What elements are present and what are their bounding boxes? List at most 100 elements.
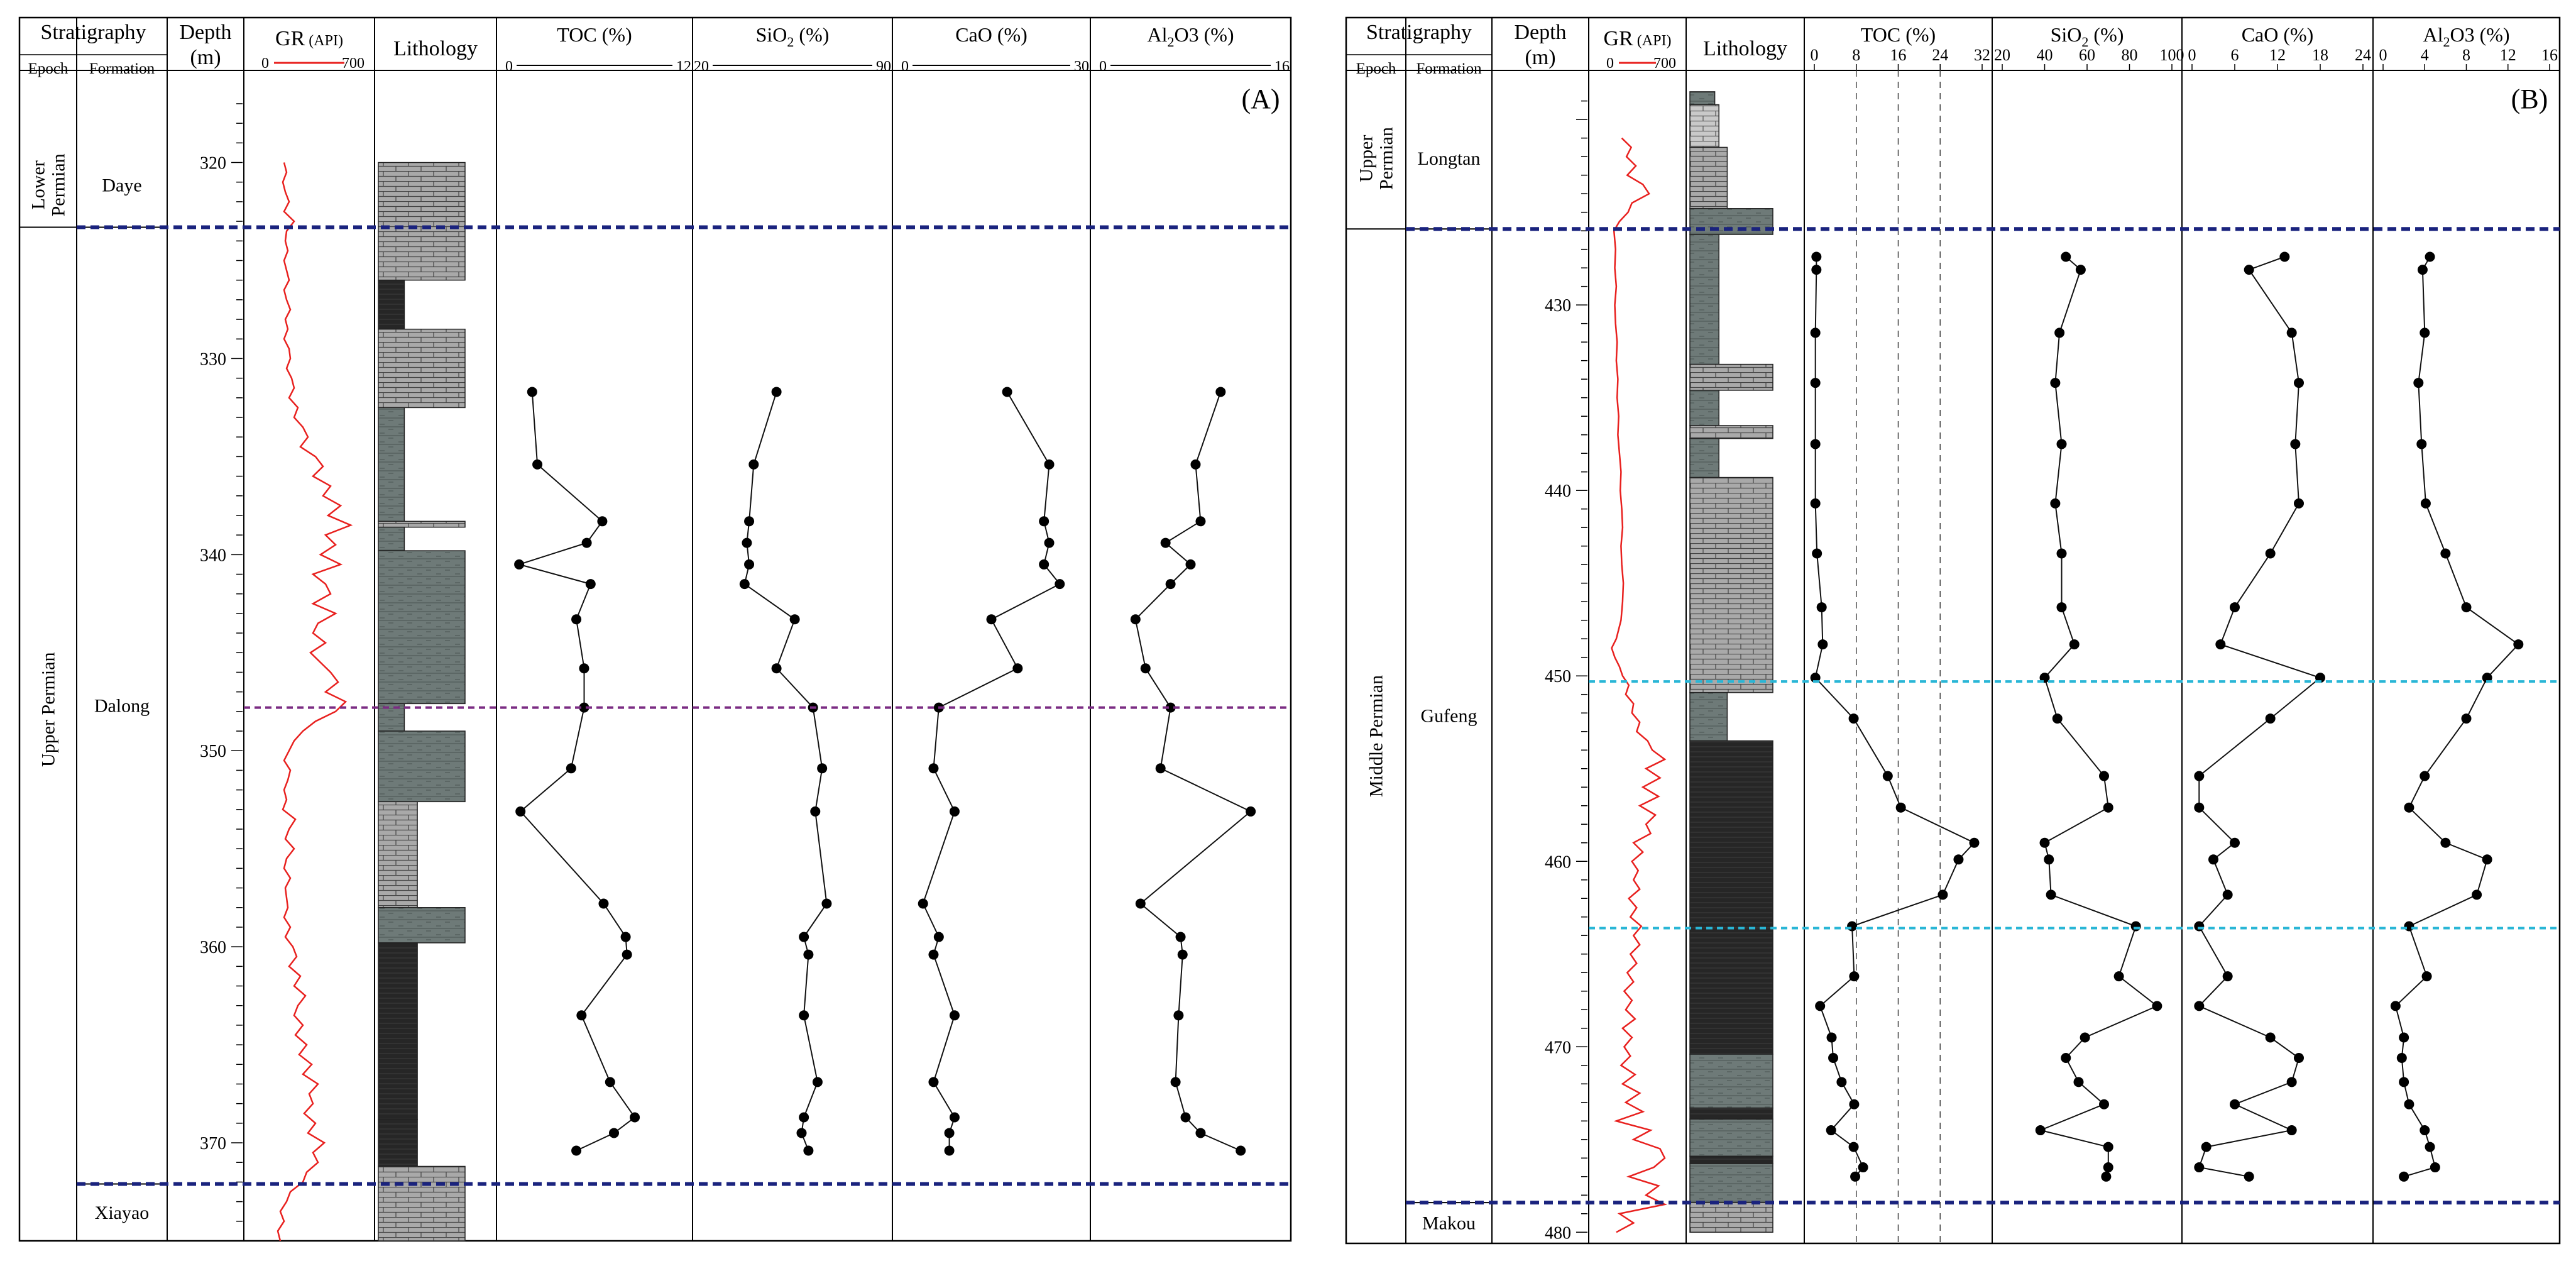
series-point-SiO2 [799,932,809,942]
series-point-TOC [1815,1001,1826,1011]
series-point-CaO [986,614,997,625]
series-axis-tick-label: 60 [2079,46,2095,64]
series-point-Al2O3 [2421,971,2432,982]
lithology-interval-mudstone [378,526,405,551]
series-point-Al2O3 [2430,1162,2440,1173]
series-point-SiO2 [2061,1052,2071,1063]
series-title-subscript: 2 [787,34,794,50]
series-point-SiO2 [771,663,782,674]
series-point-Al2O3 [2513,639,2524,650]
series-point-SiO2 [799,1112,809,1123]
series-point-SiO2 [817,763,828,774]
series-title-CaO: CaO (%) [955,23,1028,46]
series-point-SiO2 [2061,251,2071,262]
header-lithology: Lithology [1703,37,1787,60]
series-point-CaO [2265,713,2276,724]
series-point-CaO [2194,771,2205,781]
series-point-CaO [2294,498,2304,509]
epoch-label-line: Upper Permian [38,652,59,767]
formation-label: Dalong [94,696,150,717]
series-point-TOC [571,614,582,625]
depth-tick-label: 460 [1545,852,1571,872]
header-depth: Depth [1514,21,1566,44]
lithology-interval-mudstone [1689,1118,1773,1157]
depth-tick-label: 470 [1545,1038,1571,1057]
series-point-TOC [1826,1032,1837,1043]
lithology-interval-shale [378,279,405,330]
series-point-TOC [514,559,525,570]
epoch-label: Upper Permian [38,652,59,767]
series-line-TOC [1814,256,1976,1177]
series-point-TOC [1828,1052,1839,1063]
series-point-SiO2 [799,1010,809,1021]
series-point-SiO2 [810,806,821,817]
series-point-Al2O3 [1195,516,1206,527]
series-point-CaO [2244,1171,2254,1182]
header-epoch: Epoch [28,60,69,77]
series-point-TOC [1816,602,1827,613]
depth-tick-label: 440 [1545,482,1571,501]
epoch-label: UpperPermian [1356,127,1397,190]
series-point-SiO2 [2080,1032,2090,1043]
series-point-TOC [597,516,608,527]
lithology-interval-limestone [378,520,466,528]
series-line-Al2O3 [1134,392,1252,1152]
series-point-TOC [1858,1162,1868,1173]
series-title-main: CaO (%) [955,23,1028,46]
series-point-Al2O3 [1175,932,1186,942]
series-point-SiO2 [2052,713,2063,724]
series-point-CaO [944,1145,955,1156]
depth-tick-label: 350 [200,742,226,761]
panel-label: (A) [1241,84,1280,114]
header-depth-unit: (m) [190,46,221,69]
depth-tick-label: 340 [200,546,226,565]
series-point-CaO [1012,663,1023,674]
series-point-TOC [1836,1077,1847,1087]
series-axis-tick-label: 32 [1974,46,1990,64]
series-point-Al2O3 [1160,537,1171,548]
depth-tick-label: 360 [200,938,226,957]
series-point-CaO [2265,548,2276,559]
series-axis-tick-label: 0 [1811,46,1819,64]
series-point-Al2O3 [2399,1171,2409,1182]
series-scale-min: 20 [694,58,709,75]
series-point-TOC [566,763,576,774]
panel-A: Stratigraphy Epoch Formation Depth(m) GR (API… [18,16,1292,1242]
header-gr-unit: (API) [309,33,343,49]
header-gr-title: GR [275,27,305,50]
gr-scale-min: 0 [261,55,269,72]
lithology-interval-limestone [378,1165,466,1241]
series-title-tail: (%) [2088,23,2124,46]
formation-label: Xiayao [95,1203,150,1223]
series-point-Al2O3 [1140,663,1151,674]
series-point-CaO [2222,889,2233,900]
series-point-TOC [571,1145,582,1156]
series-point-TOC [1848,713,1859,724]
series-point-Al2O3 [2390,1001,2401,1011]
series-title-TOC: TOC (%) [1861,23,1936,46]
series-point-CaO [2194,802,2205,813]
series-point-Al2O3 [2420,1125,2430,1136]
depth-tick-label: 320 [200,154,226,173]
series-point-CaO [2222,971,2233,982]
series-point-Al2O3 [2461,602,2472,613]
series-line-Al2O3 [2394,256,2519,1177]
series-point-CaO [2279,251,2290,262]
series-point-SiO2 [2075,265,2086,275]
series-point-SiO2 [744,516,755,527]
series-point-SiO2 [2101,1171,2112,1182]
series-point-TOC [630,1112,640,1123]
series-point-TOC [527,387,537,397]
series-point-TOC [1811,251,1822,262]
series-point-Al2O3 [2404,921,2414,932]
series-point-SiO2 [2103,802,2113,813]
formation-label: Daye [102,175,141,195]
series-point-TOC [1849,971,1860,982]
series-point-CaO [928,1077,939,1087]
series-point-SiO2 [742,537,752,548]
lithology-interval-silicalite [1689,104,1719,148]
series-point-CaO [949,806,960,817]
series-title-SiO2: SiO2 (%) [2051,23,2124,50]
series-point-CaO [2230,837,2240,848]
series-point-TOC [622,949,632,960]
